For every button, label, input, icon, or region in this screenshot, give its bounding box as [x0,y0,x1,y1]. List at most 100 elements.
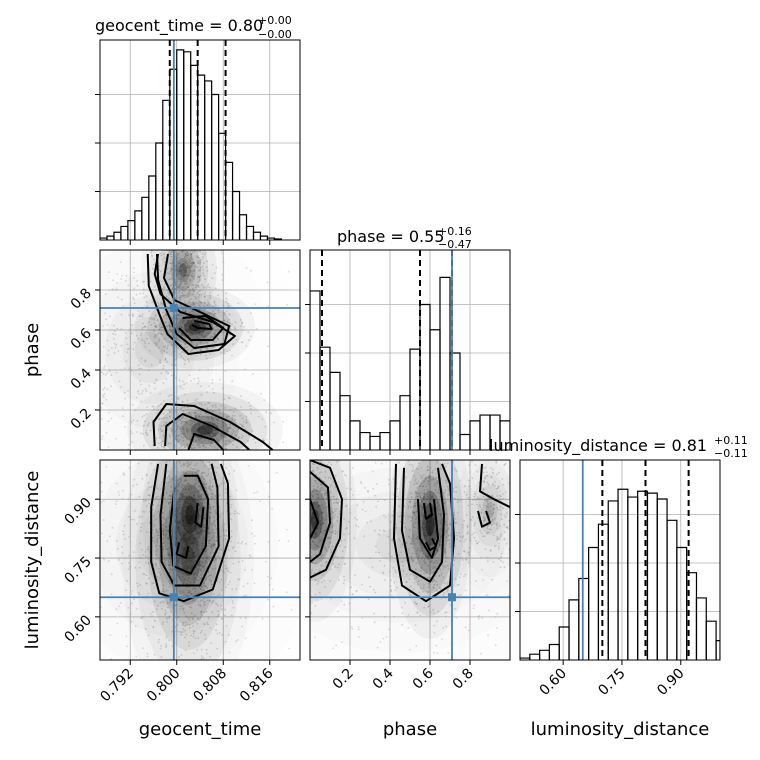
sample-point [194,538,197,541]
sample-point [164,357,167,360]
sample-point [175,410,178,413]
sample-point [301,568,303,570]
sample-point [69,288,71,290]
sample-point [317,511,319,513]
sample-point [129,613,132,615]
sample-point [178,519,181,522]
sample-point [193,551,195,554]
sample-point [154,378,157,381]
sample-point [330,463,333,466]
sample-point [214,429,217,432]
sample-point [182,525,185,528]
sample-point [153,382,156,385]
sample-point [202,545,205,548]
sample-point [122,305,124,307]
sample-point [168,395,171,398]
sample-point [214,312,217,315]
sample-point [67,350,69,352]
sample-point [221,440,224,443]
sample-point [177,454,179,456]
sample-point [160,425,163,427]
sample-point [213,545,216,548]
sample-point [320,524,323,526]
sample-point [239,423,241,425]
sample-point [183,505,185,508]
sample-point [200,495,203,497]
sample-point [132,419,135,422]
sample-point [303,562,305,564]
sample-point [198,526,201,529]
sample-point [176,527,179,530]
sample-point [427,514,430,516]
sample-point [226,350,229,353]
sample-point [125,589,127,592]
sample-point [190,518,192,521]
sample-point [319,522,322,525]
sample-point [432,492,435,495]
sample-point [196,580,199,582]
sample-point [148,384,151,387]
sample-point [155,528,158,531]
sample-point [237,560,240,563]
sample-point [415,562,418,565]
sample-point [202,248,204,250]
sample-point [339,545,341,547]
sample-point [200,472,203,475]
sample-point [219,493,222,496]
sample-point [163,445,166,448]
sample-point [410,496,413,498]
sample-point [201,564,204,567]
sample-point [193,344,196,347]
sample-point [230,434,233,436]
sample-point [159,351,162,353]
sample-point [128,347,130,350]
sample-point [198,257,200,259]
sample-point [187,514,189,516]
sample-point [162,382,165,385]
sample-point [192,261,195,264]
sample-point [183,323,186,326]
sample-point [440,454,442,456]
sample-point [175,537,178,539]
sample-point [115,343,118,346]
sample-point [232,430,235,432]
sample-point [194,537,197,539]
sample-point [271,507,273,510]
sample-point [181,508,184,511]
sample-point [145,574,148,577]
sample-point [100,406,102,409]
sample-point [157,405,160,407]
panel-background [100,40,300,240]
sample-point [431,497,433,500]
sample-point [210,440,213,443]
sample-point [189,271,192,274]
sample-point [453,514,455,517]
sample-point [138,561,140,564]
sample-point [184,337,186,340]
sample-point [458,531,460,534]
sample-point [167,525,170,528]
sample-point [156,534,159,537]
sample-point [424,534,427,537]
sample-point [188,522,190,525]
sample-point [182,621,185,624]
sample-point [193,446,196,449]
sample-point [157,510,160,513]
sample-point [143,573,146,576]
sample-point [314,579,317,581]
sample-point [141,477,144,480]
sample-point [70,532,72,534]
sample-point [203,336,206,339]
sample-point [225,297,228,300]
sample-point [175,438,177,440]
sample-point [227,305,230,308]
sample-point [331,510,333,513]
sample-point [196,344,199,347]
sample-point [201,566,204,569]
sample-point [191,551,194,554]
sample-point [214,404,217,406]
sample-point [229,424,232,426]
sample-point [117,491,120,493]
sample-point [193,322,196,325]
sample-point [154,325,157,328]
